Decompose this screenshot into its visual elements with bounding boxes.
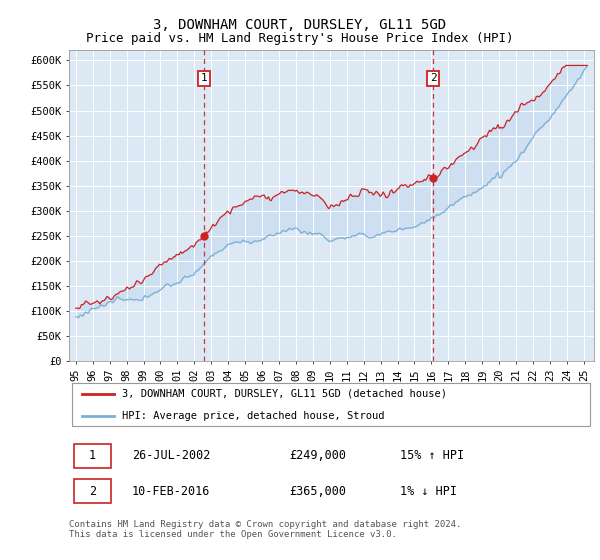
Text: 2: 2 [430, 73, 437, 83]
Text: 10-FEB-2016: 10-FEB-2016 [132, 485, 211, 498]
Text: £249,000: £249,000 [290, 449, 347, 462]
Text: 26-JUL-2002: 26-JUL-2002 [132, 449, 211, 462]
Text: Price paid vs. HM Land Registry's House Price Index (HPI): Price paid vs. HM Land Registry's House … [86, 32, 514, 45]
Text: Contains HM Land Registry data © Crown copyright and database right 2024.
This d: Contains HM Land Registry data © Crown c… [69, 520, 461, 539]
Text: HPI: Average price, detached house, Stroud: HPI: Average price, detached house, Stro… [121, 410, 384, 421]
FancyBboxPatch shape [71, 382, 590, 427]
FancyBboxPatch shape [74, 444, 111, 468]
Text: 1: 1 [89, 449, 96, 462]
Text: 1: 1 [200, 73, 208, 83]
Text: 15% ↑ HPI: 15% ↑ HPI [400, 449, 464, 462]
FancyBboxPatch shape [74, 479, 111, 503]
Text: 3, DOWNHAM COURT, DURSLEY, GL11 5GD (detached house): 3, DOWNHAM COURT, DURSLEY, GL11 5GD (det… [121, 389, 446, 399]
Text: 2: 2 [89, 485, 96, 498]
Text: 1% ↓ HPI: 1% ↓ HPI [400, 485, 457, 498]
Text: £365,000: £365,000 [290, 485, 347, 498]
Text: 3, DOWNHAM COURT, DURSLEY, GL11 5GD: 3, DOWNHAM COURT, DURSLEY, GL11 5GD [154, 18, 446, 32]
